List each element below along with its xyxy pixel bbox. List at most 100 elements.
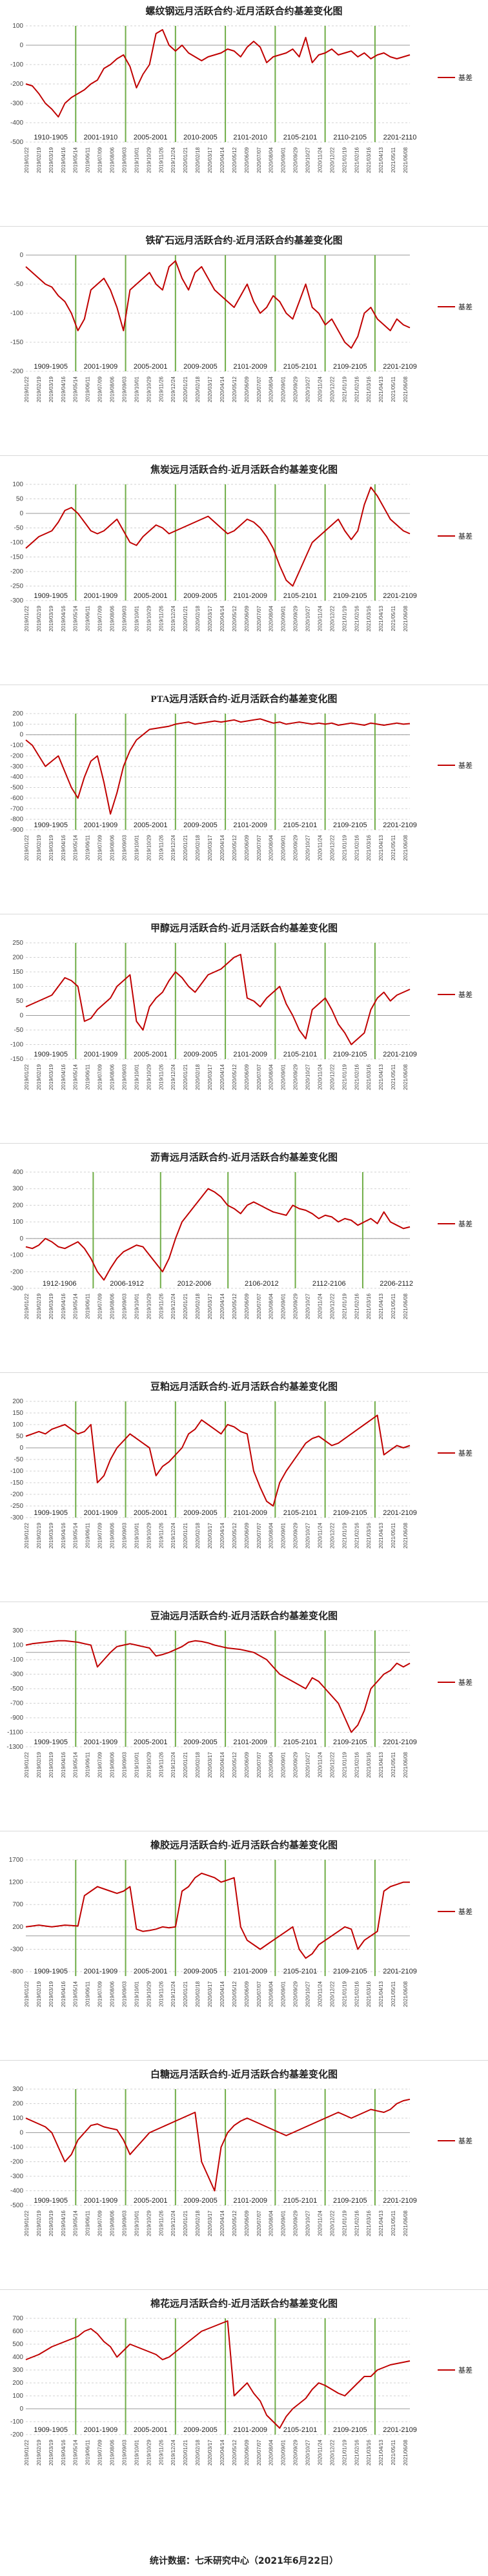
segment-label: 2109-2105 bbox=[333, 592, 367, 600]
x-tick-label: 2021/03/16 bbox=[366, 1064, 372, 1090]
x-tick-label: 2019/07/09 bbox=[97, 605, 103, 632]
segment-label: 2106-2012 bbox=[245, 1280, 279, 1288]
x-tick-label: 2021/01/19 bbox=[341, 1293, 347, 1319]
x-tick-label: 2020/01/21 bbox=[183, 605, 188, 632]
x-tick-label: 2020/12/22 bbox=[329, 2210, 335, 2236]
x-tick-label: 2020/10/27 bbox=[305, 1522, 311, 1549]
x-tick-label: 2020/09/29 bbox=[293, 2439, 299, 2466]
x-tick-label: 2020/07/07 bbox=[256, 1064, 262, 1090]
segment-label: 2005-2001 bbox=[134, 2197, 168, 2205]
x-tick-label: 2020/05/12 bbox=[232, 2210, 238, 2236]
x-tick-label: 2019/07/09 bbox=[97, 2439, 103, 2466]
x-tick-label: 2020/11/24 bbox=[317, 834, 323, 860]
footer-source: 统计数据：七禾研究中心（2021年6月22日） bbox=[149, 2556, 339, 2566]
x-tick-label: 2019/10/29 bbox=[146, 2439, 152, 2466]
x-tick-label: 2019/04/16 bbox=[61, 605, 66, 632]
segment-label: 2101-2009 bbox=[233, 2426, 267, 2434]
y-tick-label: 200 bbox=[12, 1398, 23, 1405]
x-tick-label: 2021/04/13 bbox=[378, 2210, 384, 2236]
x-tick-label: 2019/09/03 bbox=[121, 1064, 127, 1090]
x-tick-label: 2019/07/09 bbox=[97, 834, 103, 861]
x-tick-label: 2021/03/16 bbox=[366, 376, 372, 402]
x-tick-label: 2021/01/19 bbox=[341, 605, 347, 632]
x-tick-label: 2021/05/11 bbox=[391, 605, 396, 631]
x-tick-label: 2020/04/14 bbox=[219, 2439, 225, 2466]
x-tick-label: 2020/05/12 bbox=[232, 1751, 238, 1778]
x-tick-label: 2020/10/27 bbox=[305, 147, 311, 173]
x-tick-label: 2019/08/06 bbox=[110, 1293, 116, 1319]
x-tick-label: 2020/01/21 bbox=[183, 1522, 188, 1549]
segment-label: 2009-2005 bbox=[183, 592, 218, 600]
y-tick-label: -300 bbox=[10, 1671, 23, 1678]
y-tick-label: -200 bbox=[10, 368, 23, 375]
segment-label: 2009-2005 bbox=[183, 1968, 218, 1975]
segment-label: 2101-2009 bbox=[233, 2197, 267, 2205]
y-tick-label: -150 bbox=[10, 1056, 23, 1063]
chart-title: 螺纹钢远月活跃合约-近月活跃合约基差变化图 bbox=[146, 5, 343, 17]
x-tick-label: 2021/03/16 bbox=[366, 1981, 372, 2007]
x-tick-label: 2019/12/24 bbox=[170, 1064, 176, 1090]
segment-label: 1909-1905 bbox=[34, 363, 68, 371]
segment-label: 2009-2005 bbox=[183, 2197, 218, 2205]
y-tick-label: 1200 bbox=[9, 1879, 24, 1886]
segment-label: 2201-2109 bbox=[383, 1509, 417, 1517]
x-tick-label: 2021/05/11 bbox=[391, 1981, 396, 2006]
x-tick-label: 2021/06/08 bbox=[403, 1064, 409, 1090]
x-tick-label: 2019/10/01 bbox=[134, 1522, 139, 1549]
legend-label: 基差 bbox=[458, 1219, 473, 1228]
x-tick-label: 2019/11/26 bbox=[158, 1981, 164, 2006]
y-tick-label: 100 bbox=[12, 1421, 23, 1428]
chart-svg: 甲醇远月活跃合约-近月活跃合约基差变化图 250 200 150 100 50 0 -50 -1… bbox=[10, 922, 473, 1090]
chart-svg: 豆粕远月活跃合约-近月活跃合约基差变化图 200 150 100 50 0 -50 -100 -… bbox=[10, 1381, 473, 1549]
y-tick-label: -200 bbox=[10, 1268, 23, 1275]
segment-label: 2005-2001 bbox=[134, 2426, 168, 2434]
y-tick-label: 0 bbox=[19, 510, 23, 517]
x-tick-label: 2020/11/24 bbox=[317, 1293, 323, 1319]
x-tick-label: 2019/11/26 bbox=[158, 1522, 164, 1548]
x-tick-label: 2020/01/21 bbox=[183, 1293, 188, 1319]
y-tick-label: -150 bbox=[10, 1479, 23, 1487]
x-tick-label: 2020/01/21 bbox=[183, 834, 188, 861]
x-tick-label: 2019/01/22 bbox=[24, 605, 30, 632]
y-tick-label: -100 bbox=[10, 2418, 23, 2426]
x-tick-label: 2019/06/11 bbox=[85, 1981, 91, 2006]
segment-label: 2201-2109 bbox=[383, 1738, 417, 1746]
x-tick-label: 2019/06/11 bbox=[85, 376, 91, 402]
x-tick-label: 2019/02/19 bbox=[36, 147, 42, 173]
x-tick-label: 2019/11/26 bbox=[158, 2439, 164, 2465]
y-tick-label: -100 bbox=[10, 539, 23, 546]
x-tick-label: 2021/04/13 bbox=[378, 605, 384, 632]
x-tick-label: 2019/03/19 bbox=[48, 1522, 54, 1549]
x-tick-label: 2021/06/08 bbox=[403, 2439, 409, 2466]
x-tick-label: 2019/12/24 bbox=[170, 2439, 176, 2466]
x-tick-label: 2020/09/01 bbox=[281, 1981, 287, 2007]
x-tick-label: 2020/10/27 bbox=[305, 1064, 311, 1090]
y-tick-label: 100 bbox=[12, 23, 23, 30]
x-tick-label: 2020/01/21 bbox=[183, 1981, 188, 2007]
x-tick-label: 2020/07/07 bbox=[256, 2210, 262, 2236]
x-tick-label: 2019/05/14 bbox=[73, 376, 79, 402]
x-tick-label: 2021/03/16 bbox=[366, 1522, 372, 1549]
y-tick-label: -300 bbox=[10, 597, 23, 604]
x-tick-label: 2019/09/03 bbox=[121, 376, 127, 402]
x-tick-label: 2021/03/16 bbox=[366, 2210, 372, 2236]
x-tick-label: 2019/01/22 bbox=[24, 2439, 30, 2466]
y-tick-label: 0 bbox=[19, 1235, 23, 1242]
legend-label: 基差 bbox=[458, 1448, 473, 1458]
y-tick-label: 200 bbox=[12, 954, 23, 962]
x-tick-label: 2021/02/16 bbox=[354, 147, 360, 173]
segment-label: 1909-1905 bbox=[34, 821, 68, 829]
x-tick-label: 2021/06/08 bbox=[403, 834, 409, 861]
y-tick-label: 0 bbox=[19, 732, 23, 739]
x-tick-label: 2021/02/16 bbox=[354, 1981, 360, 2007]
x-tick-label: 2020/05/12 bbox=[232, 605, 238, 632]
y-tick-label: 50 bbox=[16, 1433, 24, 1440]
x-tick-label: 2020/09/01 bbox=[281, 2439, 287, 2466]
x-tick-label: 2020/04/14 bbox=[219, 834, 225, 861]
segment-label: 2006-1912 bbox=[110, 1280, 144, 1288]
y-tick-label: -300 bbox=[10, 1514, 23, 1521]
x-tick-label: 2019/10/01 bbox=[134, 834, 139, 861]
x-tick-label: 2020/04/14 bbox=[219, 1064, 225, 1090]
x-tick-label: 2020/09/29 bbox=[293, 1522, 299, 1549]
segment-label: 2201-2109 bbox=[383, 592, 417, 600]
